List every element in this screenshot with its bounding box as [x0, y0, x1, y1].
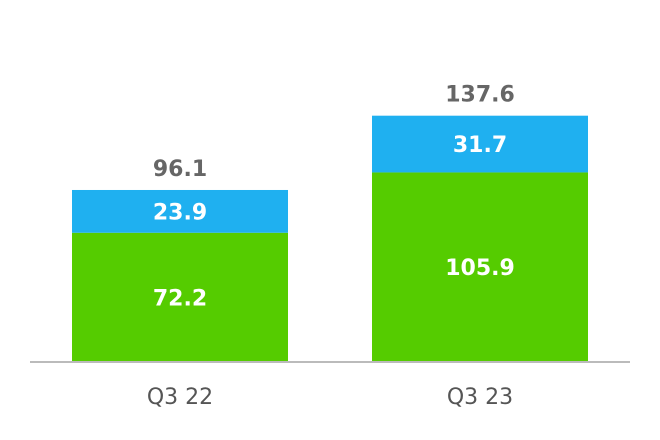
bar-segment-0-1: [72, 189, 288, 233]
total-value-label-0: 96.1: [153, 157, 207, 182]
labels-group: 72.2 23.9 96.1 Q3 22 105.9 31.7 137.6 Q3 23: [147, 83, 515, 410]
bars-group: [72, 115, 588, 362]
x-tick-label-0: Q3 22: [147, 385, 213, 410]
bar-segment-1-1: [372, 115, 588, 173]
segment-value-label-1-0: 105.9: [445, 256, 515, 281]
segment-value-label-1-1: 31.7: [453, 133, 507, 158]
bar-segment-1-0: [372, 172, 588, 362]
x-tick-label-1: Q3 23: [447, 385, 513, 410]
segment-value-label-0-1: 23.9: [153, 200, 207, 225]
bar-segment-0-0: [72, 232, 288, 362]
segment-value-label-0-0: 72.2: [153, 286, 207, 311]
total-value-label-1: 137.6: [445, 83, 515, 108]
